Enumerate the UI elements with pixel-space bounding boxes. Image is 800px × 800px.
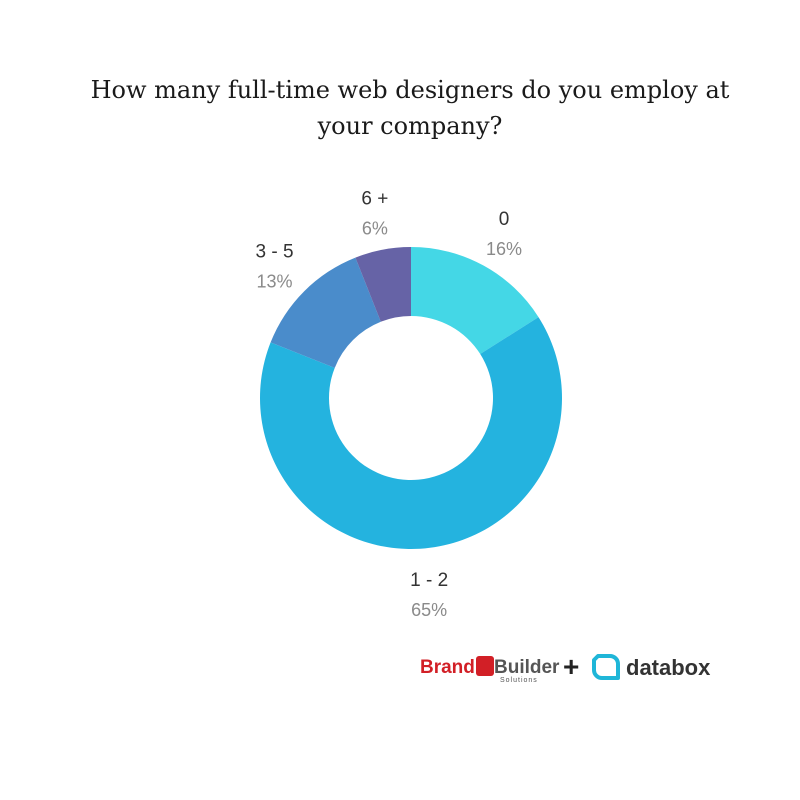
databox-logo: databox <box>592 654 711 680</box>
slice-label: 1 - 2 <box>410 570 448 591</box>
brandbuilder-logo-brand: Brand <box>420 657 475 678</box>
donut-slice <box>411 247 539 355</box>
databox-wordmark: databox <box>626 655 711 680</box>
brandbuilder-badge-icon <box>476 656 494 676</box>
brandbuilder-logo: Brand Builder Solutions <box>420 656 560 684</box>
donut-slice <box>270 257 381 368</box>
chart-title: How many full-time web designers do you … <box>90 76 730 140</box>
slice-percent: 65% <box>411 600 447 620</box>
slice-label: 6 + <box>361 188 388 209</box>
brandbuilder-logo-builder: Builder <box>494 657 560 678</box>
slice-label: 0 <box>499 209 510 230</box>
databox-icon <box>592 654 620 680</box>
brand-logos: Brand Builder Solutions + databox <box>420 651 711 684</box>
donut-slice <box>260 317 563 549</box>
chart-slices <box>260 247 563 549</box>
plus-sign: + <box>563 651 579 682</box>
slice-label: 3 - 5 <box>256 242 294 263</box>
slice-percent: 6% <box>362 218 388 238</box>
slice-percent: 13% <box>257 272 293 292</box>
donut-slice <box>355 247 411 322</box>
brandbuilder-logo-sub: Solutions <box>500 677 538 684</box>
slice-percent: 16% <box>486 239 522 259</box>
chart-labels: 0 16% 1 - 2 65% 3 - 5 13% 6 + 6% <box>256 188 522 620</box>
